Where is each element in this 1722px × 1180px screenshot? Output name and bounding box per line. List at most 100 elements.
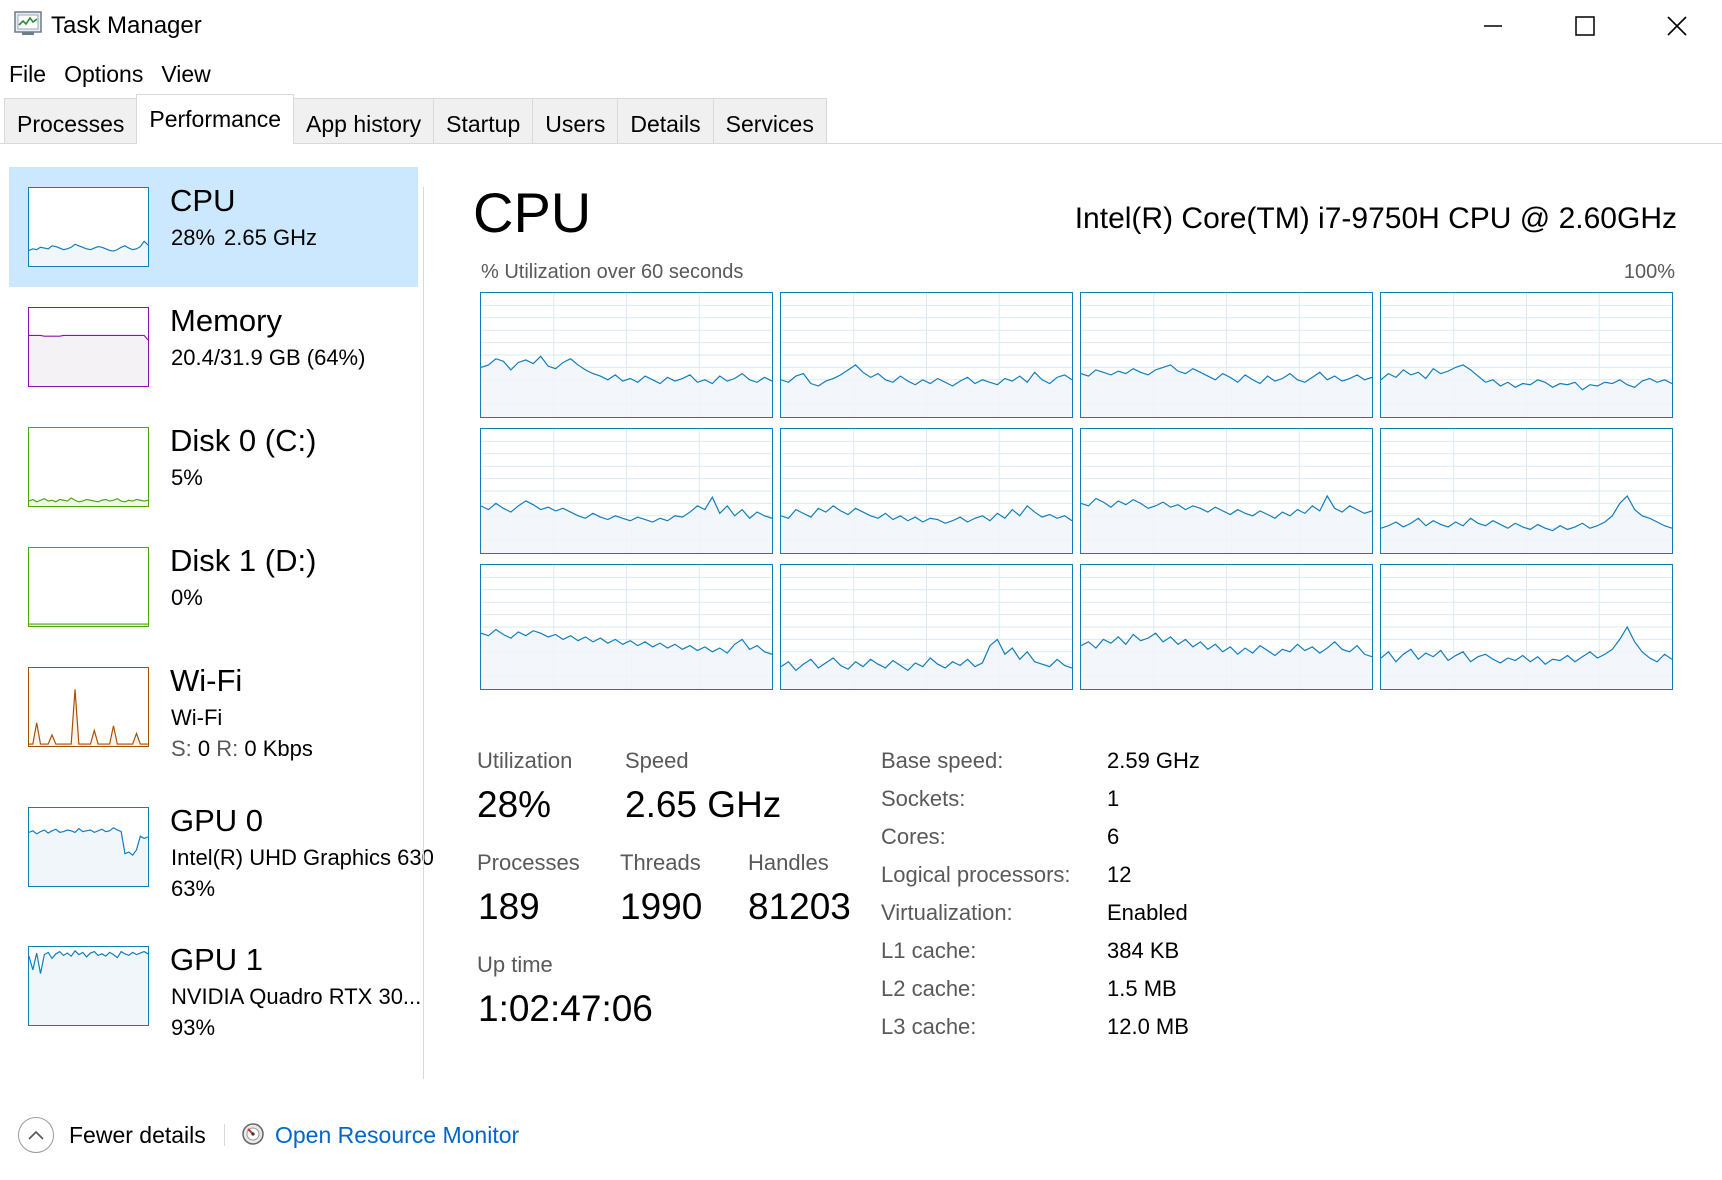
wifi-thumbnail-graph (28, 667, 149, 747)
speed-value: 2.65 GHz (625, 784, 782, 825)
virtualization-value: Enabled (1107, 900, 1188, 925)
processor-area (1381, 364, 1672, 417)
close-button[interactable] (1631, 0, 1722, 52)
processes-value: 189 (478, 886, 540, 927)
sidebar-item-title: GPU 1 (170, 942, 264, 977)
sidebar-item-memory[interactable]: Memory 20.4/31.9 GB (64%) (9, 287, 418, 407)
fewer-details-link[interactable]: Fewer details (69, 1122, 206, 1148)
footer-separator (224, 1124, 225, 1146)
tab-startup[interactable]: Startup (433, 98, 534, 144)
sidebar-item-gpu-1[interactable]: GPU 1 NVIDIA Quadro RTX 30... 93% (9, 926, 422, 1046)
handles-value: 81203 (748, 886, 851, 927)
processor-line (1081, 632, 1372, 658)
sockets-label: Sockets: (881, 786, 966, 811)
processor-line (481, 355, 772, 385)
page-title: CPU (473, 181, 592, 244)
sidebar-item-detail: 20.4/31.9 GB (64%) (171, 345, 366, 370)
processor-area (1381, 627, 1672, 689)
tab-processes[interactable]: Processes (4, 98, 138, 144)
sidebar-item-disk-0[interactable]: Disk 0 (C:) 5% (9, 407, 418, 527)
utilization-value: 28% (477, 784, 552, 825)
tab-app-history[interactable]: App history (293, 98, 435, 144)
logical-processor-graph-11 (1380, 564, 1673, 690)
cores-value: 6 (1107, 824, 1120, 849)
thumbnail-area (29, 827, 148, 886)
processes-label: Processes (477, 850, 580, 875)
cpu-utilization-value: 28% (171, 225, 216, 250)
tab-users[interactable]: Users (532, 98, 619, 144)
cores-label: Cores: (881, 824, 946, 849)
tab-details[interactable]: Details (617, 98, 714, 144)
sidebar-item-title: Disk 1 (D:) (170, 543, 317, 578)
close-icon (1667, 16, 1687, 36)
sidebar-item-detail: NVIDIA Quadro RTX 30... (171, 984, 422, 1009)
l1-cache-label: L1 cache: (881, 938, 977, 963)
uptime-label: Up time (477, 952, 553, 977)
thumbnail-area (29, 950, 148, 1025)
uptime-value: 1:02:47:06 (478, 988, 653, 1029)
menu-options[interactable]: Options (64, 61, 144, 87)
sidebar-item-disk-1[interactable]: Disk 1 (D:) 0% (9, 527, 418, 647)
l3-cache-value: 12.0 MB (1107, 1014, 1189, 1039)
sidebar-item-detail: Wi-Fi (171, 705, 223, 730)
logical-processor-graph-2 (1080, 292, 1373, 418)
processor-line (481, 628, 772, 655)
handles-label: Handles (748, 850, 829, 875)
speed-label: Speed (625, 748, 689, 773)
processor-area (1081, 364, 1372, 417)
resource-sidebar: CPU 28% 2.65 GHz Memory 20.4/31.9 GB (64%… (0, 144, 434, 1079)
maximize-button[interactable] (1539, 0, 1631, 52)
sidebar-item-title: GPU 0 (170, 803, 264, 838)
threads-value: 1990 (620, 886, 703, 927)
title-bar: Task Manager (0, 0, 1722, 52)
tab-services[interactable]: Services (712, 98, 827, 144)
chevron-up-icon (28, 1130, 44, 1140)
thumbnail-area (29, 498, 148, 506)
sockets-value: 1 (1107, 786, 1120, 811)
open-resource-monitor-link[interactable]: Open Resource Monitor (275, 1122, 520, 1148)
sidebar-item-gpu-0[interactable]: GPU 0 Intel(R) UHD Graphics 630 63% (9, 787, 434, 907)
sidebar-item-title: CPU (170, 183, 236, 218)
tab-performance[interactable]: Performance (136, 94, 295, 144)
processor-area (481, 629, 772, 689)
l1-cache-value: 384 KB (1107, 938, 1180, 963)
cpu-model-name: Intel(R) Core(TM) i7-9750H CPU @ 2.60GHz (1074, 202, 1677, 235)
logical-processor-graph-7 (1380, 428, 1673, 554)
sidebar-item-detail: Intel(R) UHD Graphics 630 (171, 845, 434, 870)
processor-area (781, 364, 1072, 417)
menu-file[interactable]: File (9, 61, 47, 87)
sidebar-item-wifi[interactable]: Wi-Fi Wi-Fi S: 0 R: 0 Kbps (9, 647, 418, 767)
maximize-icon (1575, 16, 1595, 36)
logical-processor-graph-6 (1080, 428, 1373, 554)
threads-label: Threads (620, 850, 701, 875)
minimize-button[interactable] (1447, 0, 1539, 52)
graph-max-label: 100% (1623, 261, 1675, 283)
logical-processor-graph-0 (480, 292, 773, 418)
processor-area (1081, 633, 1372, 689)
sidebar-item-cpu[interactable]: CPU 28% 2.65 GHz (9, 167, 418, 287)
base-speed-value: 2.59 GHz (1107, 748, 1200, 773)
processor-line (781, 638, 1072, 672)
processor-area (1081, 495, 1372, 553)
fewer-details-button[interactable] (18, 1117, 54, 1153)
logical-processor-graph-10 (1080, 564, 1373, 690)
processor-area (781, 505, 1072, 553)
thumbnail-line (29, 334, 148, 341)
disk-0-thumbnail-graph (28, 427, 149, 507)
minimize-icon (1484, 25, 1502, 27)
logical-processor-graph-9 (780, 564, 1073, 690)
menu-view[interactable]: View (161, 61, 211, 87)
window-title: Task Manager (51, 12, 202, 39)
processor-line (781, 505, 1072, 524)
processor-line (781, 364, 1072, 387)
menu-bar: File Options View (0, 58, 220, 92)
thumbnail-area (29, 241, 148, 266)
l3-cache-label: L3 cache: (881, 1014, 977, 1039)
task-manager-icon (14, 11, 42, 35)
logical-processor-graph-5 (780, 428, 1073, 554)
logical-processor-graphs (480, 292, 1675, 690)
tab-strip-border (0, 143, 1722, 144)
thumbnail-line (29, 689, 148, 745)
memory-thumbnail-graph (28, 307, 149, 387)
gpu-0-thumbnail-graph (28, 807, 149, 887)
